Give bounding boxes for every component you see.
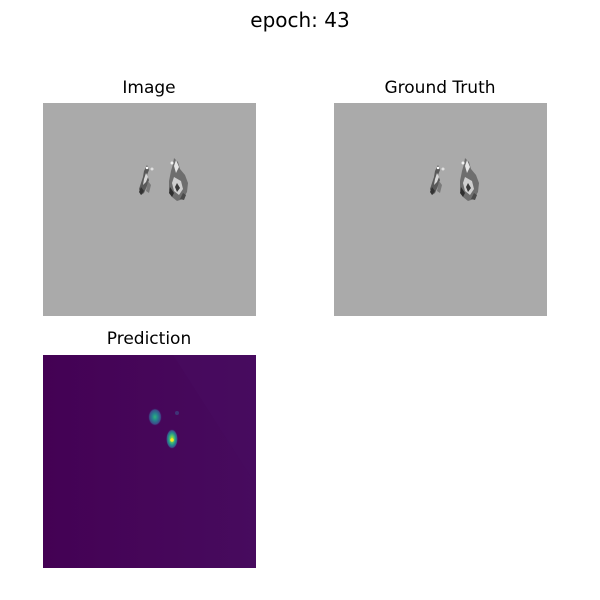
lesion-small-left xyxy=(139,165,154,195)
figure-title: epoch: 43 xyxy=(250,8,350,32)
lesion-large-right xyxy=(169,158,188,201)
prediction-heatmap xyxy=(43,355,256,568)
prediction-blob-upper xyxy=(148,408,162,426)
input-image xyxy=(43,103,256,316)
prediction-panel-title: Prediction xyxy=(106,329,192,349)
prediction-panel xyxy=(43,355,256,568)
lesion-small-left xyxy=(430,165,445,195)
ground-truth-panel xyxy=(334,103,547,316)
image-panel-title: Image xyxy=(122,78,176,98)
input-image-panel xyxy=(43,103,256,316)
ground-truth-panel-title: Ground Truth xyxy=(384,78,496,98)
ground-truth-image xyxy=(334,103,547,316)
lesion-large-right xyxy=(460,158,479,201)
